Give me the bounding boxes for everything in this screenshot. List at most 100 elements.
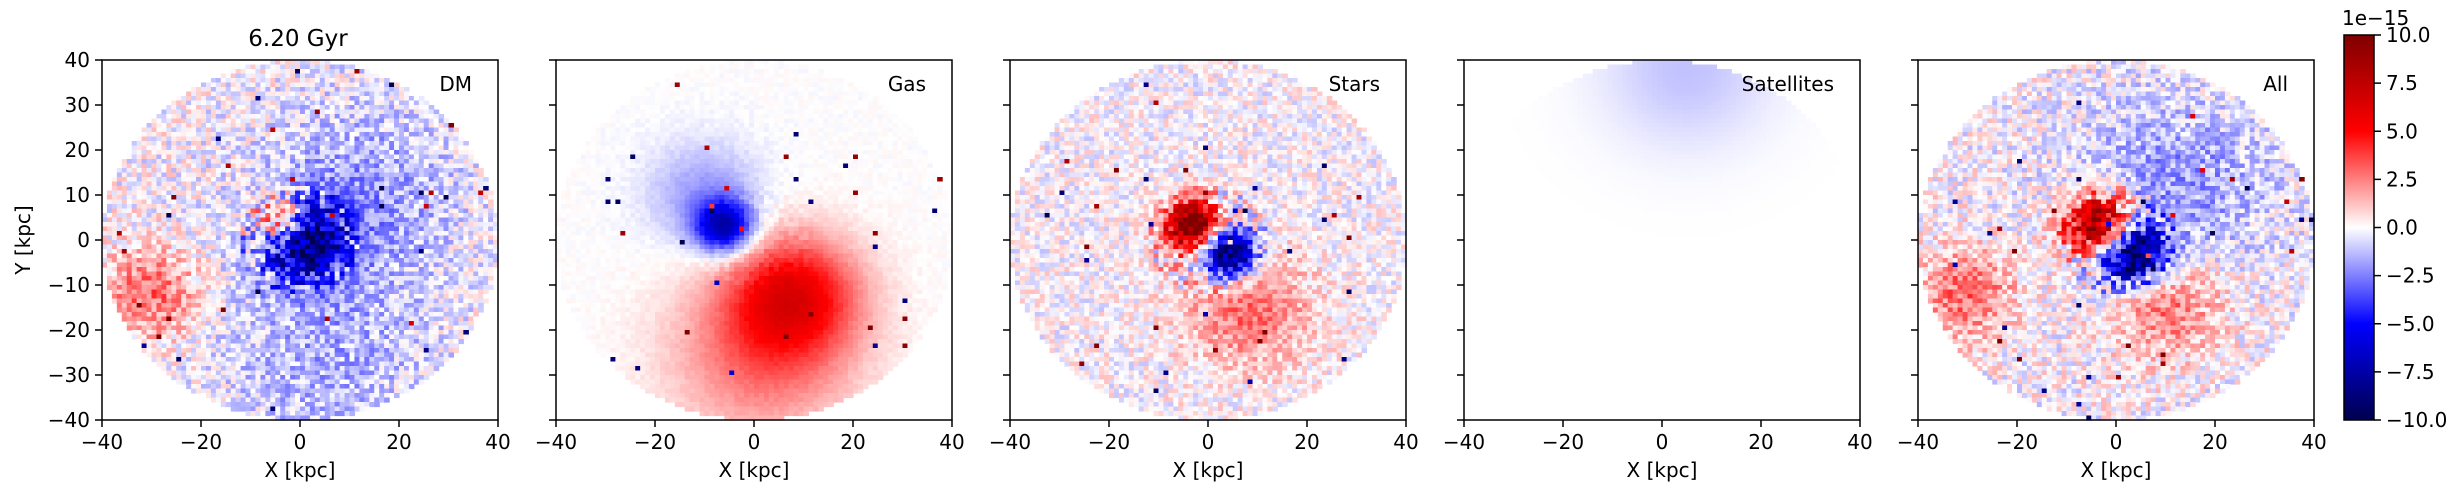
heatmap-cell [369, 177, 375, 183]
heatmap-cell [275, 253, 281, 259]
heatmap-cell [304, 222, 311, 228]
heatmap-cell [235, 114, 242, 120]
heatmap-cell [329, 154, 336, 160]
heatmap-cell [245, 123, 252, 129]
heatmap-cell [443, 177, 450, 183]
heatmap-cell [275, 145, 281, 151]
heatmap-cell [304, 334, 311, 340]
heatmap-cell [181, 145, 187, 151]
heatmap-cell [280, 330, 286, 336]
heatmap-cell [473, 172, 479, 178]
heatmap-cell [230, 267, 237, 273]
heatmap-cell [453, 316, 459, 322]
heatmap-cell [403, 172, 410, 178]
heatmap-cell [319, 357, 326, 363]
heatmap-cell [260, 366, 266, 372]
heatmap-cell [290, 145, 296, 151]
heatmap-cell [111, 235, 118, 241]
heatmap-cell [403, 159, 410, 165]
heatmap-cell [235, 172, 242, 178]
heatmap-cell [171, 366, 177, 372]
heatmap-cell [240, 195, 247, 201]
heatmap-cell [304, 127, 311, 133]
heatmap-cell [201, 132, 207, 138]
heatmap-cell [201, 357, 207, 363]
heatmap-cell [359, 271, 365, 277]
heatmap-cell [403, 123, 410, 129]
heatmap-cell [324, 208, 331, 214]
heatmap-cell [309, 271, 316, 277]
heatmap-cell [186, 208, 192, 214]
heatmap-cell [379, 154, 385, 160]
heatmap-cell [300, 87, 306, 93]
heatmap-cell [191, 105, 197, 111]
heatmap-cell [240, 325, 247, 331]
heatmap-cell [344, 105, 351, 111]
heatmap-cell [369, 253, 375, 259]
heatmap-cell [285, 213, 291, 219]
heatmap-cell [349, 406, 356, 412]
heatmap-cell [418, 271, 425, 277]
heatmap-cell [468, 325, 474, 331]
heatmap-cell [230, 109, 237, 115]
heatmap-cell [260, 100, 266, 106]
heatmap-cell [413, 325, 420, 331]
heatmap-cell [186, 348, 192, 354]
heatmap-cell [354, 375, 360, 381]
heatmap-cell [295, 150, 301, 156]
heatmap-cell [433, 154, 440, 160]
heatmap-cell [443, 325, 450, 331]
heatmap-cell [111, 298, 118, 304]
heatmap-cell [136, 222, 143, 228]
heatmap-cell [443, 352, 450, 358]
heatmap-cell [295, 352, 301, 358]
heatmap-cell [374, 321, 380, 327]
heatmap-cell [285, 289, 291, 295]
heatmap-cell [220, 226, 227, 232]
heatmap-cell [423, 249, 430, 255]
heatmap-cell [215, 159, 222, 165]
heatmap-cell [181, 339, 187, 345]
heatmap-cell [314, 163, 321, 169]
heatmap-cell [389, 235, 395, 241]
heatmap-cell [131, 271, 138, 277]
heatmap-cell [186, 141, 192, 147]
heatmap-cell [290, 285, 296, 291]
heatmap-cell [433, 276, 440, 282]
heatmap-cell [324, 339, 331, 345]
heatmap-cell [344, 64, 351, 70]
heatmap-cell [389, 127, 395, 133]
heatmap-cell [156, 316, 162, 322]
heatmap-cell [453, 294, 459, 300]
heatmap-cell [186, 190, 192, 196]
heatmap-cell [126, 316, 133, 322]
heatmap-cell [339, 82, 346, 88]
heatmap-cell [399, 280, 405, 286]
heatmap-cell [215, 370, 222, 376]
heatmap-cell [354, 330, 360, 336]
heatmap-cell [359, 285, 365, 291]
heatmap-cell [220, 154, 227, 160]
heatmap-cell [334, 361, 341, 367]
heatmap-cell [394, 262, 400, 268]
heatmap-cell [215, 343, 222, 349]
heatmap-cell [438, 321, 445, 327]
heatmap-cell [344, 384, 351, 390]
heatmap-cell [260, 316, 266, 322]
heatmap-cell [408, 303, 415, 309]
heatmap-cell [191, 298, 197, 304]
heatmap-cell [255, 96, 261, 102]
heatmap-cell [453, 199, 459, 205]
heatmap-cell [349, 141, 356, 147]
heatmap-cell [230, 114, 237, 120]
heatmap-cell [141, 145, 148, 151]
heatmap-cell [166, 339, 172, 345]
heatmap-cell [300, 195, 306, 201]
heatmap-cell [418, 222, 425, 228]
heatmap-cell [255, 312, 261, 318]
heatmap-cell [384, 285, 390, 291]
heatmap-cell [359, 73, 365, 79]
heatmap-cell [334, 82, 341, 88]
heatmap-cell [468, 271, 474, 277]
heatmap-cell [225, 249, 232, 255]
